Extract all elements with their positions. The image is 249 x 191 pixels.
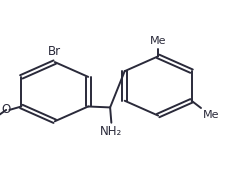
Text: O: O	[1, 103, 11, 117]
Text: Me: Me	[150, 36, 166, 46]
Text: NH₂: NH₂	[100, 125, 123, 138]
Text: Br: Br	[48, 45, 61, 58]
Text: Me: Me	[203, 110, 219, 120]
